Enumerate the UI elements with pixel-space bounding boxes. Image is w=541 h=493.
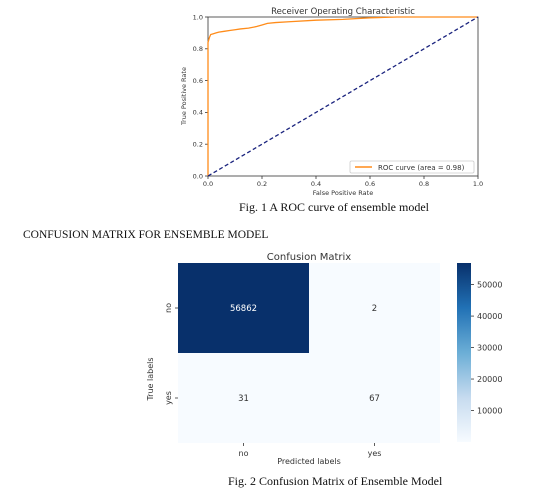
roc-y-tick-label: 0.0: [193, 172, 203, 180]
cm-colorbar-tick-label: 20000: [477, 375, 502, 384]
roc-curve-line: [207, 16, 478, 176]
roc-xlabel: False Positive Rate: [313, 189, 373, 197]
roc-legend: ROC curve (area = 0.98): [349, 160, 475, 174]
roc-chart: Receiver Operating Characteristic 0.0 0.2…: [180, 7, 483, 197]
chance-diagonal-line: [207, 16, 479, 177]
roc-ylabel: True Positive Rate: [180, 67, 188, 126]
cm-title: Confusion Matrix: [267, 252, 351, 263]
cm-cell-value: 2: [372, 304, 377, 314]
cm-colorbar-tick-label: 30000: [477, 344, 502, 353]
roc-y-tick-label: 0.6: [193, 77, 203, 85]
roc-x-tick-label: 0.2: [257, 180, 267, 188]
figure-1-caption: Fig. 1 A ROC curve of ensemble model: [239, 200, 429, 214]
roc-y-tick-label: 1.0: [193, 13, 203, 21]
roc-y-tick-label: 0.8: [193, 45, 203, 53]
roc-x-tick-label: 0.0: [203, 180, 213, 188]
section-heading: CONFUSION MATRIX FOR ENSEMBLE MODEL: [23, 229, 269, 241]
cm-ylabel: True labels: [146, 357, 155, 401]
roc-y-tick-label: 0.4: [193, 109, 203, 117]
roc-legend-label: ROC curve (area = 0.98): [378, 164, 465, 172]
cm-cell: [178, 263, 309, 353]
cm-y-category: yes: [164, 391, 173, 405]
cm-colorbar-tick-label: 50000: [477, 281, 502, 290]
roc-y-tick-label: 0.2: [193, 141, 203, 149]
cm-colorbar-tick-label: 40000: [477, 312, 502, 321]
roc-x-tick-label: 0.4: [311, 180, 321, 188]
cm-colorbar: [457, 263, 471, 442]
cm-x-category: no: [239, 449, 249, 458]
figure-2-caption: Fig. 2 Confusion Matrix of Ensemble Mode…: [228, 474, 443, 488]
roc-x-tick-label: 0.8: [419, 180, 429, 188]
cm-xlabel: Predicted labels: [277, 457, 341, 466]
cm-cell-value: 56862: [230, 304, 257, 314]
roc-x-tick-label: 0.6: [365, 180, 375, 188]
cm-cell: [309, 263, 440, 353]
cm-cell-value: 31: [238, 394, 249, 404]
cm-y-category: no: [164, 303, 173, 313]
cm-x-category: yes: [368, 449, 382, 458]
confusion-matrix-chart: Confusion Matrix 56862 2 31 67 no yes no yes P…: [146, 252, 502, 466]
cm-cell: [309, 353, 440, 443]
cm-cell: [178, 353, 309, 443]
cm-colorbar-tick-label: 10000: [477, 407, 502, 416]
roc-x-tick-label: 1.0: [473, 180, 483, 188]
cm-cell-value: 67: [369, 394, 380, 404]
roc-title: Receiver Operating Characteristic: [271, 7, 415, 17]
